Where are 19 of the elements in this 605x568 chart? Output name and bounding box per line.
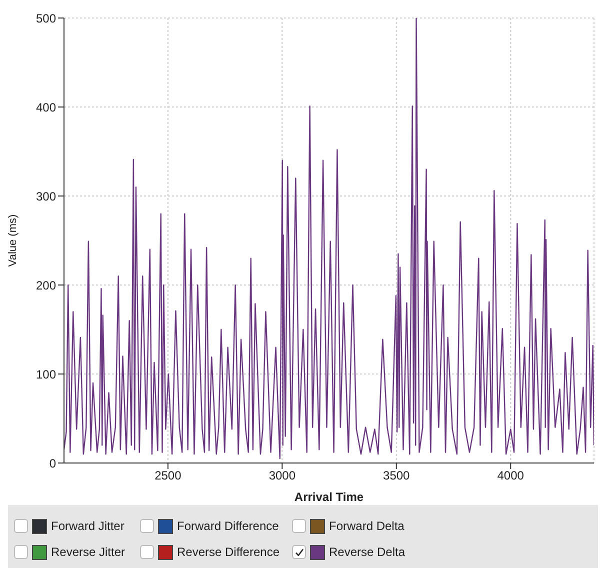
legend-label: Forward Difference <box>177 519 279 533</box>
legend-label: Reverse Difference <box>177 545 280 559</box>
y-tick-label: 500 <box>36 11 56 26</box>
y-tick-label: 300 <box>36 189 56 204</box>
x-tick-label: 3000 <box>268 468 296 483</box>
x-axis-title: Arrival Time <box>294 490 364 504</box>
x-tick-label: 2500 <box>154 468 182 483</box>
legend-label: Forward Jitter <box>51 519 124 533</box>
legend-label: Reverse Jitter <box>51 545 126 559</box>
y-tick-label: 0 <box>49 456 56 470</box>
y-tick-label: 200 <box>36 278 56 292</box>
line-series <box>64 18 594 460</box>
x-tick-label: 4000 <box>497 468 524 483</box>
y-tick-label: 400 <box>36 100 56 114</box>
x-tick-label: 3500 <box>383 468 410 483</box>
legend-label: Forward Delta <box>329 519 404 533</box>
y-axis-title: Value (ms) <box>6 214 19 267</box>
y-tick-label: 100 <box>36 367 56 382</box>
legend-label: Reverse Delta <box>329 545 406 559</box>
